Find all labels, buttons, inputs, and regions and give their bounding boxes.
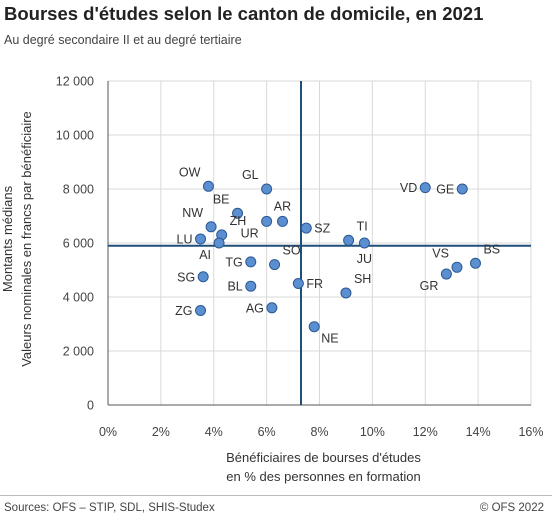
- data-point-vs: [451, 261, 463, 273]
- y-tick-label: 6 000: [63, 237, 94, 251]
- point-label-lu: LU: [177, 232, 193, 246]
- x-tick-label: 8%: [310, 425, 328, 439]
- y-axis-label: Montants médians: [0, 185, 15, 292]
- footer-divider: [0, 495, 552, 496]
- point-label-vs: VS: [432, 246, 449, 260]
- data-point-sg: [197, 271, 209, 283]
- data-point-ur: [261, 215, 273, 227]
- point-label-vd: VD: [400, 181, 417, 195]
- point-label-fr: FR: [306, 277, 323, 291]
- data-point-ow: [202, 180, 214, 192]
- scatter-chart: 0% 2% 4% 6% 8% 10% 12% 14% 16% 0 2 000 4 000 6 000 8 …: [0, 75, 544, 485]
- x-tick-label: 6%: [258, 425, 276, 439]
- point-label-nw: NW: [182, 206, 203, 220]
- data-point-fr: [292, 278, 304, 289]
- chart-subtitle: Au degré secondaire II et au degré terti…: [4, 33, 242, 47]
- point-label-bl: BL: [227, 280, 242, 294]
- y-tick-label: 10 000: [56, 129, 94, 143]
- point-label-zg: ZG: [175, 304, 192, 318]
- reference-lines: [108, 81, 531, 405]
- x-tick-label: 10%: [360, 425, 385, 439]
- x-tick-label: 2%: [152, 425, 170, 439]
- point-label-gl: GL: [242, 168, 259, 182]
- point-label-zh: ZH: [230, 214, 247, 228]
- x-axis-label: en % des personnes en formation: [226, 469, 420, 484]
- x-tick-label: 4%: [205, 425, 223, 439]
- point-label-sh: SH: [354, 272, 371, 286]
- point-label-ur: UR: [241, 226, 259, 240]
- y-tick-label: 4 000: [63, 291, 94, 305]
- point-label-be: BE: [213, 192, 230, 206]
- data-point-vd: [419, 182, 431, 194]
- y-tick-label: 12 000: [56, 75, 94, 89]
- y-tick-label: 8 000: [63, 183, 94, 197]
- data-point-ne: [308, 321, 320, 333]
- data-point-nw: [205, 221, 217, 233]
- data-point-ai: [213, 237, 225, 249]
- point-label-bs: BS: [483, 242, 500, 256]
- data-point-gr: [440, 268, 452, 280]
- data-point-ge: [456, 183, 468, 195]
- y-axis-label: Valeurs nominales en francs par bénéfici…: [19, 111, 34, 367]
- point-label-tg: TG: [225, 255, 242, 269]
- data-point-so: [269, 259, 281, 271]
- footer-copyright: © OFS 2022: [479, 502, 544, 514]
- point-label-ar: AR: [274, 199, 291, 213]
- data-point-sh: [340, 287, 352, 299]
- point-label-sg: SG: [177, 270, 195, 284]
- point-label-sz: SZ: [314, 222, 330, 236]
- point-label-ne: NE: [321, 332, 338, 346]
- footer-source: Sources: OFS – STIP, SDL, SHIS-Studex: [4, 502, 215, 514]
- point-label-ti: TI: [357, 219, 368, 233]
- data-point-sz: [300, 222, 312, 234]
- y-tick-label: 0: [87, 399, 94, 413]
- data-point-lu: [195, 233, 207, 245]
- chart-title: Bourses d'études selon le canton de domi…: [4, 3, 484, 24]
- data-points: OW GL VD GE BE AR NW ZH SZ UR LU TI JU AI SO TG VS BS GR SG…: [175, 165, 500, 345]
- point-label-ai: AI: [199, 248, 211, 262]
- data-point-tg: [245, 256, 257, 268]
- data-point-ag: [266, 302, 278, 314]
- data-point-bl: [245, 280, 257, 292]
- data-point-zg: [195, 305, 207, 316]
- x-tick-label: 14%: [466, 425, 491, 439]
- point-label-so: SO: [283, 244, 301, 258]
- x-axis-label: Bénéficiaires de bourses d'études: [226, 450, 421, 465]
- data-point-ti: [343, 234, 355, 246]
- point-label-gr: GR: [420, 279, 439, 293]
- point-label-ge: GE: [436, 183, 454, 197]
- data-point-gl: [261, 183, 273, 195]
- point-label-ow: OW: [179, 165, 201, 179]
- axis-labels: Bénéficiaires de bourses d'études en % de…: [0, 111, 421, 484]
- x-tick-label: 12%: [413, 425, 438, 439]
- x-tick-label: 16%: [518, 425, 543, 439]
- data-point-ar: [276, 215, 288, 227]
- x-tick-label: 0%: [99, 425, 117, 439]
- data-point-be: [232, 207, 244, 219]
- axes: 0% 2% 4% 6% 8% 10% 12% 14% 16% 0 2 000 4 000 6 000 8 …: [56, 75, 544, 440]
- grid-lines: [108, 80, 532, 405]
- point-label-ag: AG: [246, 301, 264, 315]
- y-tick-label: 2 000: [63, 345, 94, 359]
- data-point-ju: [358, 237, 370, 249]
- point-label-ju: JU: [357, 252, 372, 266]
- data-point-bs: [469, 257, 481, 269]
